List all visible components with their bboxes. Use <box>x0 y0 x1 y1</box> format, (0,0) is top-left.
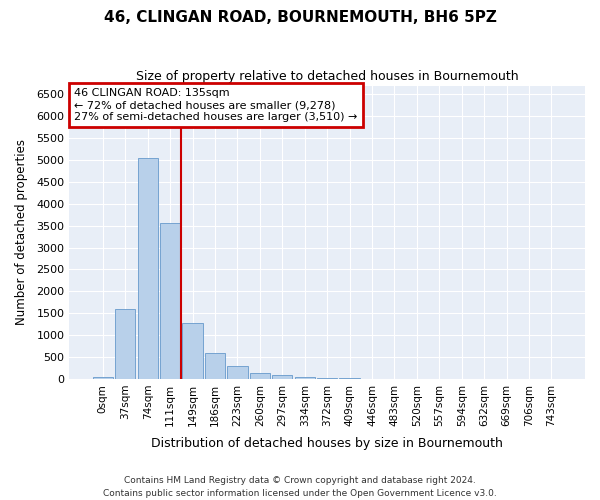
Y-axis label: Number of detached properties: Number of detached properties <box>15 139 28 325</box>
Bar <box>115 309 136 379</box>
Bar <box>137 158 158 379</box>
Bar <box>250 373 270 379</box>
Text: 46 CLINGAN ROAD: 135sqm
← 72% of detached houses are smaller (9,278)
27% of semi: 46 CLINGAN ROAD: 135sqm ← 72% of detache… <box>74 88 358 122</box>
Bar <box>205 352 225 379</box>
Bar <box>272 376 292 379</box>
Bar <box>317 378 337 379</box>
Bar <box>182 324 203 379</box>
Text: 46, CLINGAN ROAD, BOURNEMOUTH, BH6 5PZ: 46, CLINGAN ROAD, BOURNEMOUTH, BH6 5PZ <box>104 10 496 25</box>
Bar <box>295 376 315 379</box>
Bar <box>93 376 113 379</box>
Bar <box>160 224 180 379</box>
Text: Contains HM Land Registry data © Crown copyright and database right 2024.
Contai: Contains HM Land Registry data © Crown c… <box>103 476 497 498</box>
Title: Size of property relative to detached houses in Bournemouth: Size of property relative to detached ho… <box>136 70 518 83</box>
X-axis label: Distribution of detached houses by size in Bournemouth: Distribution of detached houses by size … <box>151 437 503 450</box>
Bar <box>227 366 248 379</box>
